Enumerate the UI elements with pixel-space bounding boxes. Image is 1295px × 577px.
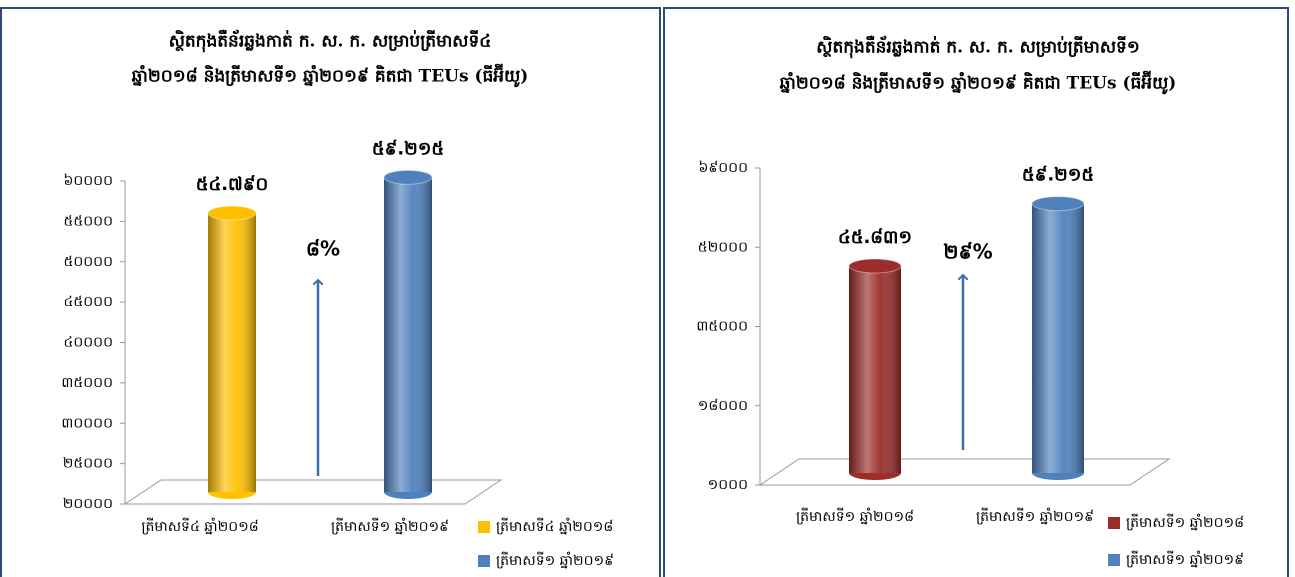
value-label: ៥៩.២១៥	[372, 138, 444, 159]
bar-cylinder	[207, 205, 257, 499]
bar-shade	[849, 266, 901, 473]
value-label: ៥៩.២១៥	[1022, 165, 1094, 186]
y-tick-label: ៣០០០០	[61, 415, 113, 431]
floor	[758, 458, 1171, 486]
y-tick-label: ២០០០០	[63, 496, 113, 512]
chart-title: ស្ថិតកុងតឺន័រឆ្លងកាត់ ក. ស. ក. សម្រាប់ត្…	[169, 30, 492, 53]
y-tick-label: ៦៩០០០	[698, 160, 748, 176]
bar-top	[848, 258, 902, 274]
y-tick-label: ១៨០០០	[698, 398, 748, 414]
bar-shade	[1032, 203, 1084, 474]
bar-cylinder	[1031, 196, 1085, 480]
panel-border	[0, 7, 661, 577]
y-tick-label: ៣៥០០០	[61, 375, 113, 391]
legend-swatch	[1108, 554, 1120, 566]
bar-top	[207, 205, 257, 221]
annotation: ២៩%	[943, 240, 992, 264]
bar-top	[1031, 196, 1085, 212]
chart-title: ស្ថិតកុងតឺន័រឆ្លងកាត់ ក. ស. ក. សម្រាប់ត្…	[816, 36, 1139, 59]
x-tick-label: ត្រីមាសទី១ ឆ្នាំ២០១៩	[976, 507, 1094, 525]
floor	[123, 479, 503, 505]
legend-label: ត្រីមាសទី១ ឆ្នាំ២០១៩	[1126, 550, 1244, 568]
bar-shade	[208, 213, 256, 493]
y-tick-label: ៦០០០០	[63, 173, 113, 189]
y-tick-label: ៥៥០០០	[63, 213, 113, 229]
bar-top	[383, 169, 433, 185]
y-tick-label: ៥០០០០	[63, 254, 113, 270]
y-tick-label: ២៥០០០	[63, 456, 113, 472]
panel-border	[663, 7, 1289, 577]
y-tick-label: ៣៥០០០	[696, 319, 748, 335]
value-label: ៥៤.៧៩០	[196, 174, 269, 195]
value-label: ៤៥.៨៣១	[838, 227, 912, 248]
bar-shade	[384, 177, 432, 493]
y-tick-label: ៤៥០០០	[63, 294, 113, 310]
legend-swatch	[1108, 517, 1120, 529]
legend-label: ត្រីមាសទី១ ឆ្នាំ២០១៨	[1126, 513, 1244, 531]
annotation: ៨%	[306, 237, 340, 261]
y-tick-label: ១០០០	[708, 477, 748, 493]
legend-swatch	[478, 521, 490, 533]
y-tick-label: ៥២០០០	[698, 239, 748, 255]
bar-cylinder	[383, 169, 433, 499]
legend-label: ត្រីមាសទី១ ឆ្នាំ២០១៩	[496, 551, 614, 569]
legend-swatch	[478, 555, 490, 567]
x-tick-label: ត្រីមាសទី១ ឆ្នាំ២០១៩	[331, 517, 449, 535]
legend-label: ត្រីមាសទី៤ ឆ្នាំ២០១៨	[496, 517, 613, 535]
y-tick-label: ៤០០០០	[63, 335, 113, 351]
bar-cylinder	[848, 258, 902, 480]
chart-title: ឆ្នាំ២០១៨ និងត្រីមាសទី១ ឆ្នាំ២០១៩ គិតជា …	[132, 64, 529, 88]
x-tick-label: ត្រីមាសទី១ ឆ្នាំ២០១៨	[796, 507, 914, 525]
chart-title: ឆ្នាំ២០១៨ និងត្រីមាសទី១ ឆ្នាំ២០១៩ គិតជា …	[780, 71, 1177, 95]
x-tick-label: ត្រីមាសទី៤ ឆ្នាំ២០១៨	[141, 517, 258, 535]
